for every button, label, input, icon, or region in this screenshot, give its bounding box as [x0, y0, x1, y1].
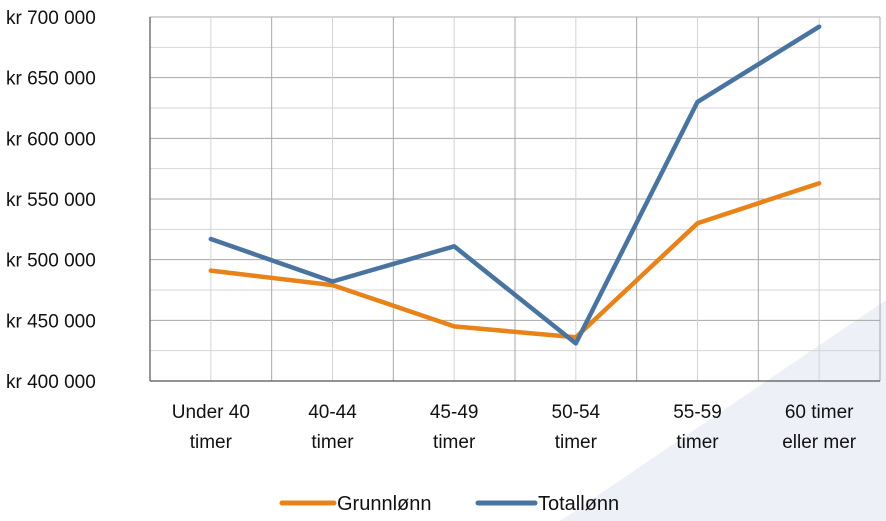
x-tick-label: 60 timer eller mer	[782, 402, 857, 453]
y-tick-label: kr 500 000	[6, 251, 96, 272]
series-line	[208, 24, 822, 346]
series-lines	[208, 24, 822, 346]
series-line	[208, 180, 822, 340]
legend-label: Grunnlønn	[337, 493, 432, 515]
y-tick-label: kr 600 000	[6, 129, 96, 150]
x-tick-label: Under 40 timer	[172, 402, 250, 453]
y-tick-label: kr 650 000	[6, 69, 96, 90]
x-tick-label: 55-59 timer	[673, 402, 722, 453]
axes	[149, 17, 880, 382]
y-tick-label: kr 550 000	[6, 190, 96, 211]
legend-label: Totallønn	[538, 493, 619, 515]
legend: Grunnlønn Totallønn	[279, 493, 619, 515]
x-tick-label: 40-44 timer	[308, 402, 357, 453]
y-tick-label: kr 450 000	[6, 311, 96, 332]
gridlines	[150, 16, 881, 381]
y-tick-label: kr 700 000	[6, 8, 96, 29]
y-tick-labels: kr 400 000 kr 450 000 kr 500 000 kr 550 000…	[6, 8, 96, 393]
y-tick-label: kr 400 000	[6, 372, 96, 393]
x-tick-label: 45-49 timer	[430, 402, 479, 453]
x-tick-label: 50-54 timer	[552, 402, 601, 453]
x-tick-labels: Under 40 timer 40-44 timer 45-49 timer 50-54 ti…	[172, 402, 857, 453]
